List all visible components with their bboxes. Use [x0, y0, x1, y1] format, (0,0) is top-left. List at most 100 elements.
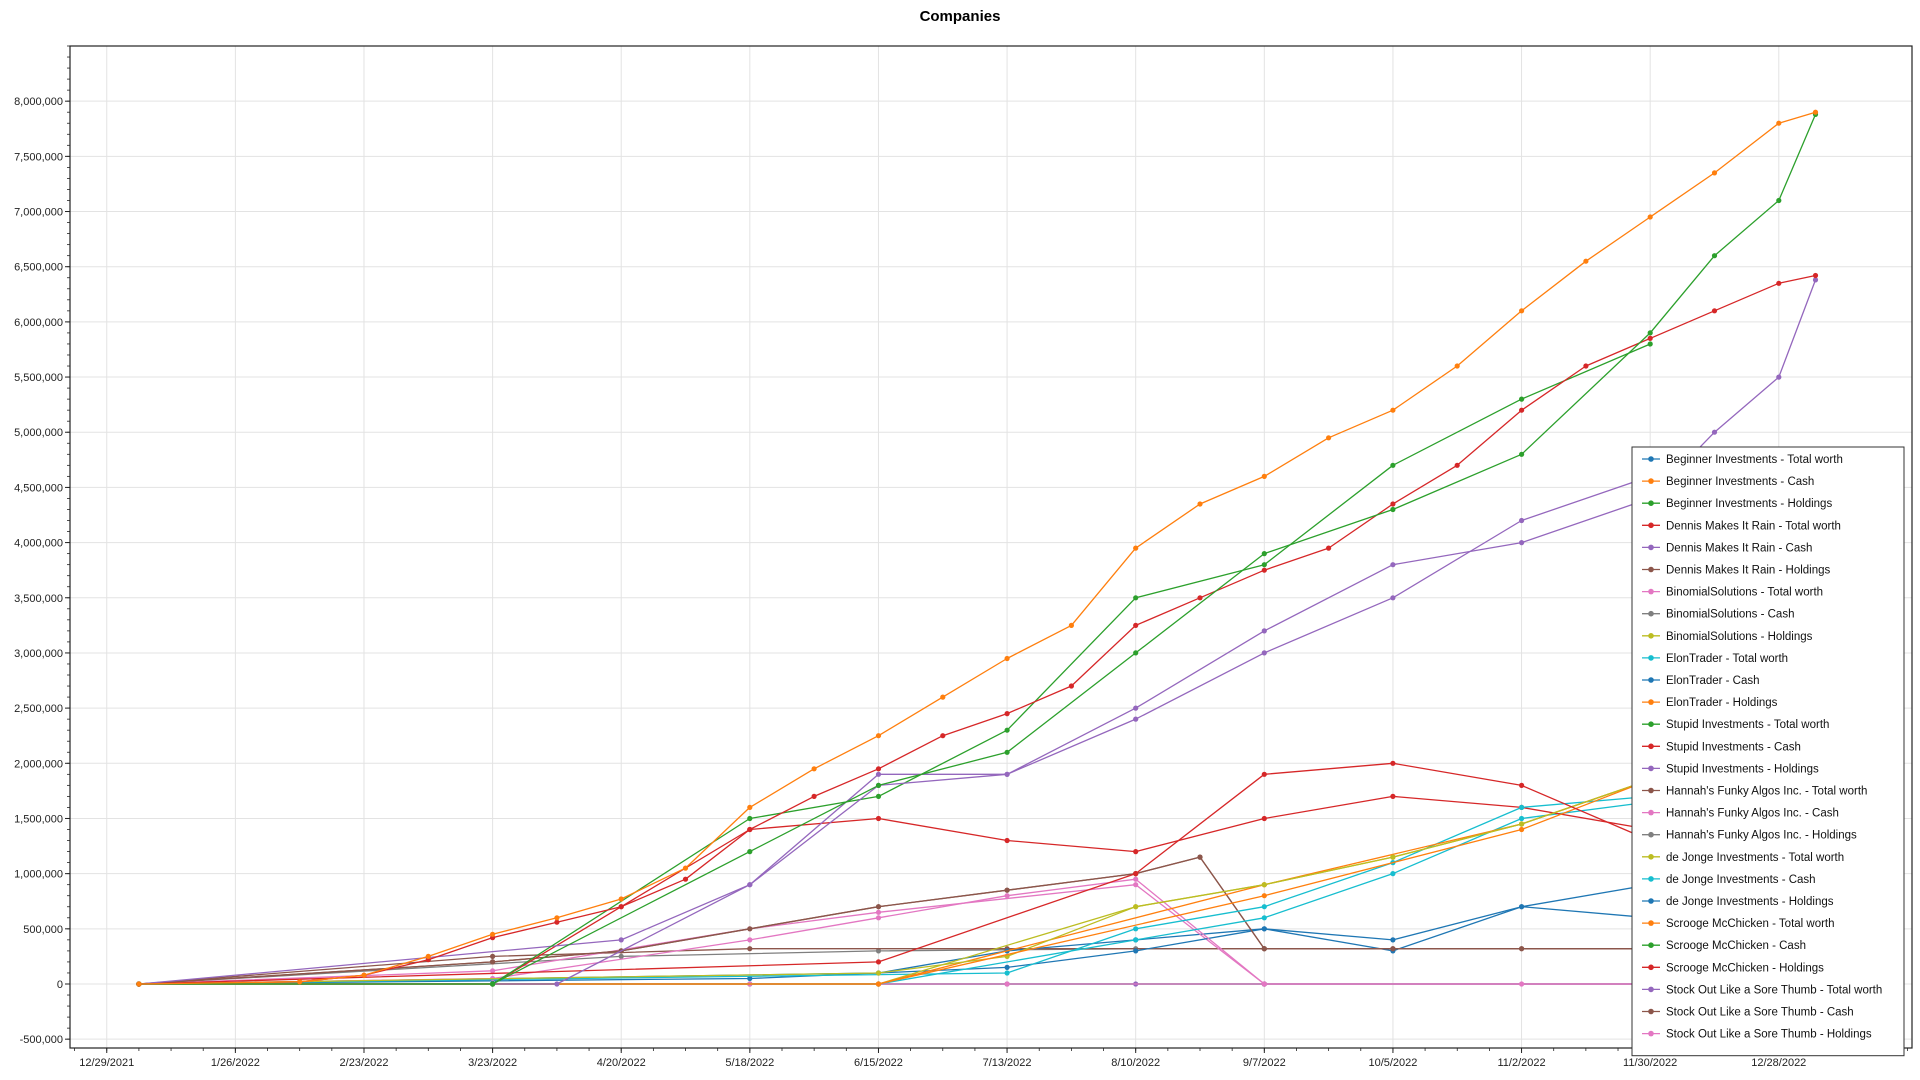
- legend-swatch-marker: [1648, 721, 1654, 727]
- legend-swatch-marker: [1648, 610, 1654, 617]
- series-point: [1261, 946, 1267, 952]
- series-point: [1197, 854, 1203, 860]
- series-point: [875, 915, 882, 921]
- series-point: [554, 981, 560, 987]
- series-point: [875, 733, 882, 739]
- series-point: [1519, 517, 1525, 524]
- series-point: [297, 979, 303, 985]
- legend-swatch-marker: [1648, 876, 1654, 882]
- series-point: [875, 948, 882, 954]
- series-point: [618, 896, 624, 902]
- series-point: [1390, 946, 1396, 952]
- series-point: [425, 953, 431, 960]
- legend: Beginner Investments - Total worth Beginn…: [1631, 446, 1905, 1057]
- series-point: [1583, 258, 1589, 264]
- series-point: [1647, 335, 1653, 341]
- chart-title: Companies: [919, 8, 1001, 25]
- legend-label: Stupid Investments - Cash: [1666, 741, 1801, 753]
- legend-swatch-marker: [1648, 456, 1654, 462]
- legend-label: Scrooge McChicken - Cash: [1666, 940, 1806, 952]
- series-point: [682, 876, 689, 882]
- series-point: [1004, 970, 1010, 976]
- series-point: [1390, 562, 1396, 568]
- series-lines: [136, 109, 1819, 987]
- series-point: [811, 793, 817, 800]
- legend-label: BinomialSolutions - Cash: [1666, 609, 1794, 621]
- series-point: [1004, 655, 1010, 662]
- series-point: [1197, 501, 1203, 507]
- series-point: [1519, 540, 1525, 546]
- series-point: [747, 882, 753, 888]
- legend-swatch-marker: [1648, 655, 1654, 661]
- x-tick-label: 3/23/2022: [468, 1057, 517, 1069]
- series-point: [1133, 904, 1139, 910]
- legend-label: ElonTrader - Total worth: [1666, 653, 1788, 665]
- series-point: [1711, 429, 1718, 435]
- series-point: [940, 694, 946, 700]
- series-line: [138, 475, 1651, 985]
- x-tick-label: 12/29/2021: [79, 1057, 134, 1069]
- y-tick-label: 8,000,000: [14, 96, 63, 108]
- series-point: [1133, 595, 1139, 601]
- series-point: [618, 937, 624, 943]
- series-point: [1519, 904, 1525, 910]
- legend-label: Stupid Investments - Holdings: [1666, 763, 1819, 775]
- series-point: [1519, 407, 1525, 413]
- series-point: [1004, 749, 1010, 755]
- series-line: [138, 114, 1817, 985]
- y-tick-label: 1,500,000: [14, 813, 63, 825]
- series-point: [1776, 197, 1782, 204]
- legend-swatch-marker: [1648, 942, 1654, 948]
- series-point: [490, 959, 496, 965]
- legend-swatch-marker: [1648, 677, 1654, 683]
- series-point: [1004, 887, 1010, 893]
- series-point: [875, 959, 882, 965]
- x-tick-label: 9/7/2022: [1243, 1057, 1286, 1069]
- y-tick-label: 500,000: [23, 924, 63, 936]
- series-point: [1004, 711, 1010, 717]
- series-point: [490, 953, 496, 960]
- series-point: [1133, 716, 1139, 722]
- series-point: [1261, 551, 1267, 557]
- legend-label: Dennis Makes It Rain - Holdings: [1666, 565, 1831, 577]
- legend-swatch-marker: [1648, 699, 1654, 705]
- x-tick-label: 12/28/2022: [1751, 1057, 1806, 1069]
- series-point: [1004, 771, 1010, 777]
- series-point: [1068, 622, 1074, 629]
- series-point: [136, 981, 142, 987]
- series-point: [1519, 946, 1525, 952]
- series-point: [1133, 882, 1139, 888]
- series-point: [1776, 374, 1782, 380]
- series-point: [1711, 253, 1718, 259]
- series-point: [1326, 545, 1332, 551]
- legend-label: Stock Out Like a Sore Thumb - Total wort…: [1666, 984, 1882, 996]
- series-point: [1261, 771, 1267, 777]
- series-point: [747, 946, 753, 952]
- series-point: [747, 849, 753, 855]
- x-tick-label: 1/26/2022: [211, 1057, 260, 1069]
- series-point: [1519, 396, 1525, 402]
- legend-label: BinomialSolutions - Total worth: [1666, 587, 1823, 599]
- legend-label: Hannah's Funky Algos Inc. - Total worth: [1666, 786, 1867, 798]
- series-point: [1261, 882, 1267, 888]
- x-tick-label: 11/30/2022: [1623, 1057, 1677, 1069]
- series-point: [1519, 826, 1525, 833]
- series-point: [618, 953, 624, 960]
- series-point: [1390, 854, 1396, 860]
- series-point: [1454, 462, 1460, 468]
- series-point: [1133, 650, 1139, 656]
- series-point: [875, 771, 882, 777]
- series-point: [1647, 214, 1653, 220]
- legend-label: Scrooge McChicken - Total worth: [1666, 918, 1835, 930]
- series-point: [1261, 904, 1267, 910]
- series-point: [1583, 363, 1589, 369]
- legend-swatch-marker: [1648, 787, 1654, 794]
- series-point: [1004, 837, 1010, 844]
- x-tick-label: 11/2/2022: [1497, 1057, 1545, 1069]
- series-point: [1812, 277, 1819, 283]
- x-tick-label: 8/10/2022: [1111, 1057, 1160, 1069]
- legend-swatch-marker: [1648, 986, 1654, 993]
- x-tick-label: 7/13/2022: [983, 1057, 1032, 1069]
- legend-swatch-marker: [1648, 854, 1654, 860]
